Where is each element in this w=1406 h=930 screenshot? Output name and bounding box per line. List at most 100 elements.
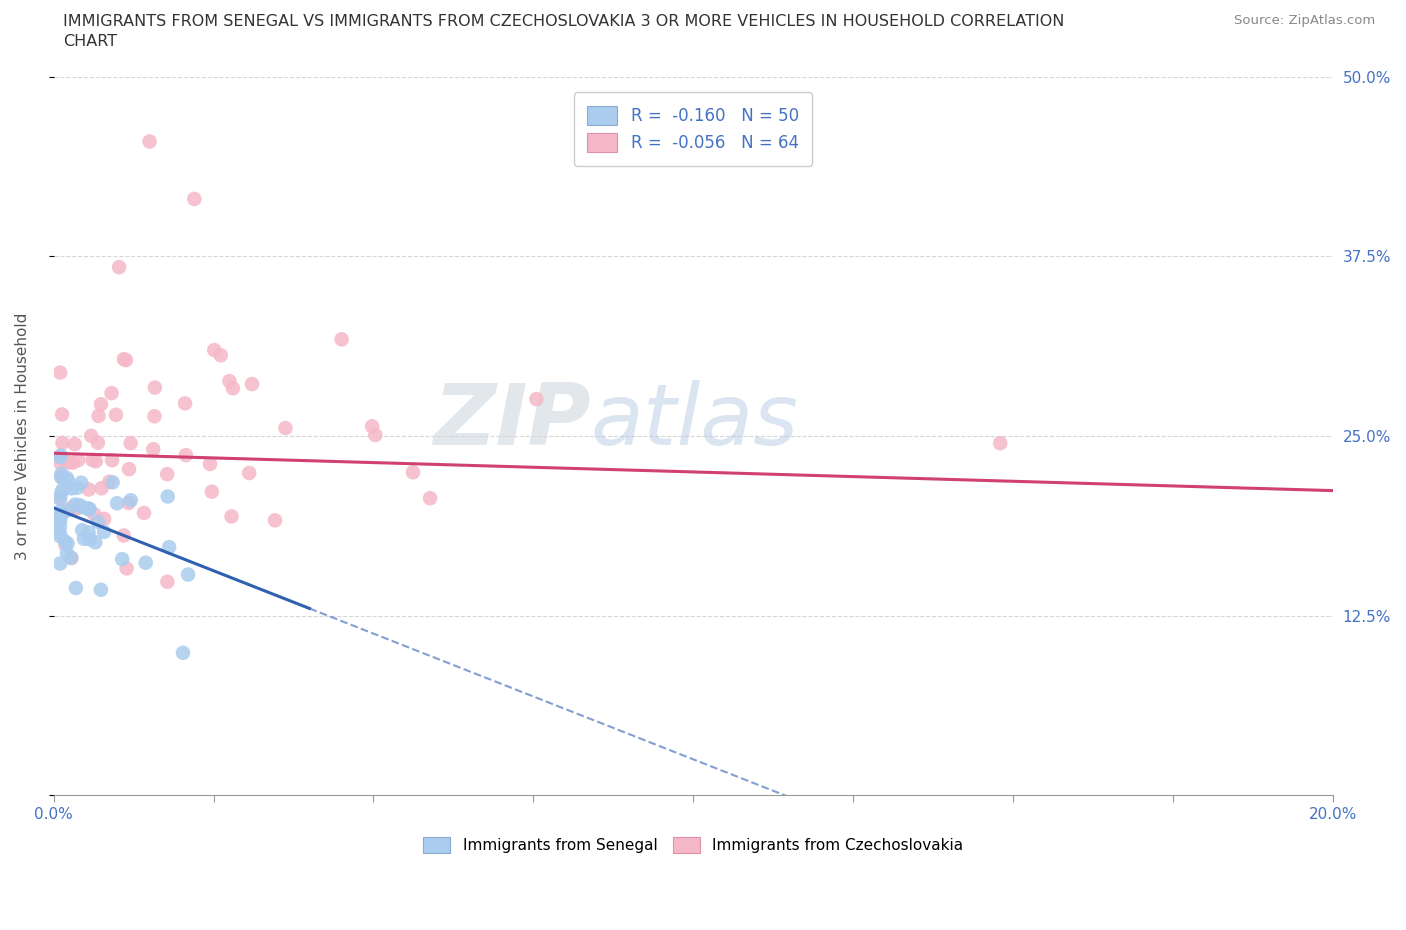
Point — [120, 436, 142, 451]
Point — [156, 489, 179, 504]
Point — [142, 442, 165, 457]
Point — [52, 482, 75, 497]
Point — [115, 352, 138, 367]
Point — [84, 454, 107, 469]
Point — [526, 392, 548, 406]
Point — [174, 447, 197, 462]
Point — [87, 408, 110, 423]
Point — [51, 485, 73, 500]
Point — [143, 409, 166, 424]
Point — [108, 259, 131, 274]
Point — [138, 134, 160, 149]
Point — [49, 526, 72, 541]
Y-axis label: 3 or more Vehicles in Household: 3 or more Vehicles in Household — [15, 312, 30, 560]
Point — [51, 470, 73, 485]
Point — [49, 556, 72, 571]
Point — [73, 531, 96, 546]
Text: IMMIGRANTS FROM SENEGAL VS IMMIGRANTS FROM CZECHOSLOVAKIA 3 OR MORE VEHICLES IN : IMMIGRANTS FROM SENEGAL VS IMMIGRANTS FR… — [63, 14, 1064, 29]
Point — [69, 498, 91, 512]
Text: ZIP: ZIP — [433, 380, 591, 463]
Point — [62, 456, 84, 471]
Point — [49, 510, 72, 525]
Point — [51, 435, 73, 450]
Point — [49, 448, 72, 463]
Point — [240, 377, 263, 392]
Point — [174, 396, 197, 411]
Point — [51, 469, 73, 484]
Text: CHART: CHART — [63, 34, 117, 49]
Point — [70, 523, 93, 538]
Point — [60, 551, 83, 565]
Point — [132, 506, 155, 521]
Point — [117, 496, 139, 511]
Point — [90, 582, 112, 597]
Point — [105, 496, 128, 511]
Point — [56, 503, 79, 518]
Point — [198, 457, 221, 472]
Point — [56, 455, 79, 470]
Point — [65, 497, 87, 512]
Point — [49, 529, 72, 544]
Point — [238, 466, 260, 481]
Point — [77, 502, 100, 517]
Point — [93, 512, 115, 526]
Point — [79, 501, 101, 516]
Point — [83, 507, 105, 522]
Point — [118, 461, 141, 476]
Point — [143, 380, 166, 395]
Point — [77, 482, 100, 497]
Point — [67, 453, 90, 468]
Point — [209, 348, 232, 363]
Point — [51, 407, 73, 422]
Point — [202, 342, 225, 357]
Point — [51, 467, 73, 482]
Point — [49, 365, 72, 380]
Point — [70, 499, 93, 514]
Point — [49, 511, 72, 525]
Point — [84, 535, 107, 550]
Point — [330, 332, 353, 347]
Point — [221, 509, 243, 524]
Point — [56, 545, 79, 560]
Point — [100, 386, 122, 401]
Point — [49, 491, 72, 506]
Point — [101, 453, 124, 468]
Point — [51, 506, 73, 521]
Point — [112, 352, 135, 366]
Point — [53, 538, 76, 552]
Point — [49, 450, 72, 465]
Point — [183, 192, 205, 206]
Point — [222, 380, 245, 395]
Point — [87, 514, 110, 529]
Point — [60, 481, 83, 496]
Point — [364, 428, 387, 443]
Text: Source: ZipAtlas.com: Source: ZipAtlas.com — [1234, 14, 1375, 27]
Point — [156, 467, 179, 482]
Point — [177, 567, 200, 582]
Point — [120, 493, 142, 508]
Point — [90, 397, 112, 412]
Point — [90, 481, 112, 496]
Point — [112, 528, 135, 543]
Point — [201, 485, 224, 499]
Legend: Immigrants from Senegal, Immigrants from Czechoslovakia: Immigrants from Senegal, Immigrants from… — [416, 831, 970, 859]
Point — [87, 435, 110, 450]
Point — [70, 475, 93, 490]
Point — [115, 561, 138, 576]
Point — [156, 575, 179, 590]
Point — [93, 525, 115, 539]
Point — [80, 429, 103, 444]
Point — [66, 481, 89, 496]
Point — [111, 551, 134, 566]
Point — [60, 551, 83, 565]
Point — [60, 500, 83, 515]
Point — [218, 374, 240, 389]
Point — [988, 436, 1011, 451]
Point — [49, 504, 72, 519]
Point — [77, 525, 100, 540]
Point — [56, 471, 79, 485]
Point — [65, 580, 87, 595]
Point — [274, 420, 297, 435]
Point — [172, 645, 194, 660]
Point — [63, 437, 86, 452]
